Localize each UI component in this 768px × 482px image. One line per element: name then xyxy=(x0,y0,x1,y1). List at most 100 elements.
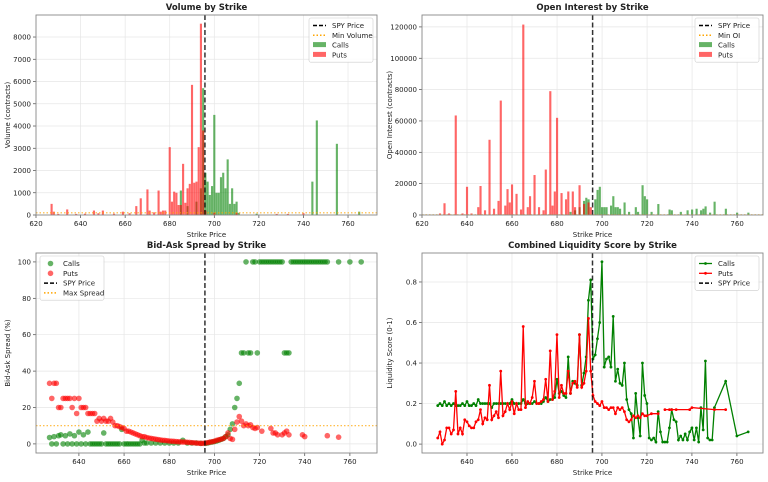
legend-label: SPY Price xyxy=(718,22,750,30)
bar-calls xyxy=(603,207,606,215)
marker-puts xyxy=(494,410,498,414)
point-calls xyxy=(80,432,87,438)
point-puts xyxy=(234,419,240,425)
bar-puts xyxy=(197,147,200,215)
marker-puts xyxy=(645,414,649,418)
bar-puts xyxy=(506,189,509,215)
marker-calls xyxy=(452,402,455,405)
marker-calls xyxy=(710,438,714,442)
bar-puts xyxy=(549,91,552,215)
marker-calls xyxy=(654,440,658,444)
x-tick-label: 760 xyxy=(730,458,743,466)
point-calls xyxy=(58,432,64,438)
marker-puts xyxy=(474,420,478,424)
bar-puts xyxy=(146,189,149,215)
bar-calls xyxy=(598,186,601,215)
marker-calls xyxy=(436,404,440,407)
bar-puts xyxy=(582,204,586,215)
marker-puts xyxy=(454,389,458,393)
point-puts xyxy=(335,434,342,440)
legend-handle-calls xyxy=(313,42,326,48)
marker-puts xyxy=(578,333,581,337)
point-puts xyxy=(238,418,245,424)
bar-calls xyxy=(704,206,707,215)
point-calls xyxy=(67,431,73,437)
y-tick-label: 60000 xyxy=(395,117,417,125)
bar-puts xyxy=(164,210,167,215)
x-tick-label: 680 xyxy=(163,458,176,466)
marker-calls xyxy=(607,355,611,359)
marker-calls xyxy=(461,402,464,405)
bar-calls xyxy=(628,211,631,215)
y-tick-label: 0.6 xyxy=(406,319,418,327)
bar-puts xyxy=(461,213,464,215)
marker-calls xyxy=(605,357,608,361)
marker-calls xyxy=(638,434,642,438)
chart-title: Volume by Strike xyxy=(166,3,248,13)
point-calls xyxy=(51,433,57,440)
marker-calls xyxy=(596,337,599,341)
marker-puts xyxy=(490,418,494,422)
marker-puts xyxy=(548,349,552,353)
bar-puts xyxy=(157,190,160,215)
marker-puts xyxy=(530,396,534,399)
point-calls xyxy=(279,259,285,265)
point-calls xyxy=(98,441,105,447)
marker-puts xyxy=(501,414,505,418)
marker-puts xyxy=(663,408,667,412)
marker-calls xyxy=(564,396,568,399)
marker-calls xyxy=(708,438,712,442)
marker-puts xyxy=(627,420,631,424)
marker-puts xyxy=(562,392,566,395)
marker-calls xyxy=(472,402,476,405)
bar-calls xyxy=(686,210,689,215)
bar-calls xyxy=(585,197,588,215)
point-calls xyxy=(100,430,107,436)
bar-puts xyxy=(447,213,451,215)
bar-puts xyxy=(504,205,507,215)
bar-calls xyxy=(679,211,682,215)
marker-puts xyxy=(566,369,570,373)
x-tick-label: 700 xyxy=(595,220,608,228)
legend-handle-calls-marker xyxy=(704,262,707,265)
marker-calls xyxy=(467,404,471,407)
marker-puts xyxy=(575,385,579,389)
y-tick-label: 0 xyxy=(27,212,31,220)
marker-calls xyxy=(566,355,570,359)
point-calls xyxy=(71,432,78,439)
marker-calls xyxy=(483,402,487,405)
legend-label: Calls xyxy=(718,42,735,50)
bar-calls xyxy=(206,181,209,215)
marker-calls xyxy=(629,412,633,416)
marker-puts xyxy=(638,416,642,420)
bar-calls xyxy=(235,201,238,215)
subplot-4: 640 660 680 700 720 740 760 0.0 0.2 0.4 0.6 0.8 Comb… xyxy=(386,241,764,477)
marker-calls xyxy=(443,400,446,403)
point-puts xyxy=(91,410,98,417)
marker-puts xyxy=(571,381,575,385)
point-puts xyxy=(259,428,265,434)
bar-calls xyxy=(700,210,703,215)
point-calls xyxy=(358,259,364,265)
point-calls xyxy=(53,441,60,447)
x-tick-label: 740 xyxy=(685,458,698,466)
point-puts xyxy=(76,395,82,402)
bar-calls xyxy=(213,114,216,215)
marker-puts xyxy=(668,408,671,412)
marker-calls xyxy=(463,404,467,407)
marker-puts xyxy=(440,442,444,446)
legend-label: SPY Price xyxy=(63,280,95,288)
point-calls xyxy=(85,429,91,435)
marker-puts xyxy=(483,416,487,420)
x-tick-label: 640 xyxy=(72,458,85,466)
marker-puts xyxy=(526,400,530,403)
bar-puts xyxy=(497,200,500,215)
legend-box xyxy=(694,17,760,63)
marker-calls xyxy=(440,404,444,407)
x-tick-label: 660 xyxy=(117,458,130,466)
bar-puts xyxy=(477,207,480,215)
marker-calls xyxy=(492,402,496,405)
bar-calls xyxy=(605,207,608,215)
marker-puts xyxy=(582,381,586,385)
